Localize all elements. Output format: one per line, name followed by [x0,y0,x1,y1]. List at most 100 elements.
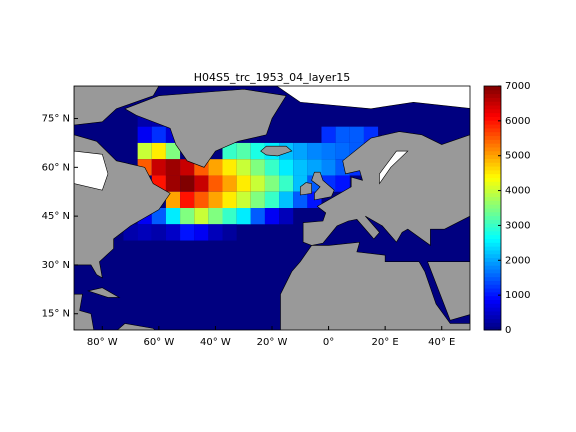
land [311,171,335,201]
grid-cell [279,191,294,208]
colorbar-step [484,219,501,224]
colorbar-tick-label: 0 [505,325,511,336]
colorbar-step [484,105,501,110]
grid-cell [151,159,166,176]
colorbar-step [484,196,501,201]
x-tick-label: 40° W [200,337,231,348]
grid-cell [194,175,209,192]
colorbar-step [484,150,501,156]
colorbar-step [484,230,501,236]
grid-cell [250,208,265,225]
colorbar-step [484,322,501,327]
colorbar-step [484,166,501,171]
colorbar-step [484,162,501,167]
grid-cell [194,191,209,208]
colorbar-step [484,261,501,266]
colorbar-tick-label: 2000 [505,255,530,266]
grid-cell [321,159,336,176]
colorbar-step [484,257,501,262]
grid-cell [137,126,152,143]
grid-cell [236,159,251,176]
grid-cell [349,126,364,143]
grid-cell [293,159,308,176]
land [260,145,293,157]
colorbar-step [484,139,501,144]
grid-cell [137,142,152,160]
colorbar-step [484,147,501,152]
grid-cell [180,159,195,176]
colorbar-tick-label: 5000 [505,151,530,162]
grid-cell [293,142,308,160]
colorbar-step [484,173,501,178]
colorbar-step [484,185,501,190]
grid-cell [222,224,237,241]
grid-cell [279,208,294,225]
x-tick-label: 20° E [372,337,399,348]
grid-cell [165,159,181,176]
colorbar-step [484,238,501,243]
grid-cell [307,159,322,176]
colorbar-step [484,169,501,175]
land [74,86,160,126]
colorbar-step [484,227,501,232]
grid-cell [222,142,237,160]
grid-cell [250,175,265,192]
grid-cell [264,159,280,176]
land [302,131,470,246]
grid-cell [137,224,152,241]
colorbar-step [484,253,501,259]
colorbar-tick-label: 4000 [505,186,530,197]
colorbar-step [484,93,501,98]
grid-cell [293,191,308,208]
grid-cell [165,175,181,192]
colorbar-step [484,265,501,270]
colorbar-step [484,211,501,217]
colorbar-step [484,127,501,133]
colorbar-step [484,86,501,91]
grid-cell [335,142,350,160]
grid-cell [180,224,195,241]
colorbar-tick-label: 3000 [505,220,530,231]
grid-cell [307,142,322,160]
colorbar-step [484,177,501,182]
grid-cell [165,191,181,208]
x-tick-label: 80° W [87,337,118,348]
grid-cell [208,224,223,241]
colorbar-step [484,269,501,274]
colorbar-step [484,307,501,312]
colorbar-step [484,181,501,186]
colorbar-step [484,116,501,121]
colorbar-step [484,280,501,285]
colorbar-step [484,192,501,198]
colorbar-step [484,204,501,209]
grid-cell [180,191,195,208]
no-data [74,150,109,191]
x-tick-label: 20° W [257,337,288,348]
land [87,287,121,298]
colorbar-step [484,295,501,300]
colorbar-step [484,131,501,137]
colorbar-step [484,143,501,148]
grid-cell [208,208,223,225]
colorbar-step [484,215,501,220]
grid-cell [264,175,280,192]
colorbar-step [484,299,501,304]
grid-cell [321,126,336,143]
no-data [379,150,409,185]
grid-cell [222,159,237,176]
land [124,88,287,168]
y-tick-label: 75° N [42,114,70,125]
land [116,323,156,330]
grid-cell [236,142,251,160]
y-tick-label: 30° N [42,260,70,271]
colorbar-step [484,158,501,163]
x-tick-label: 0° [323,337,334,348]
colorbar-step [484,284,501,289]
colorbar-step [484,234,501,239]
colorbar-step [484,101,501,106]
colorbar-step [484,310,501,316]
y-tick-label: 60° N [42,162,70,173]
colorbar-step [484,326,501,331]
grid-cell [165,142,181,160]
